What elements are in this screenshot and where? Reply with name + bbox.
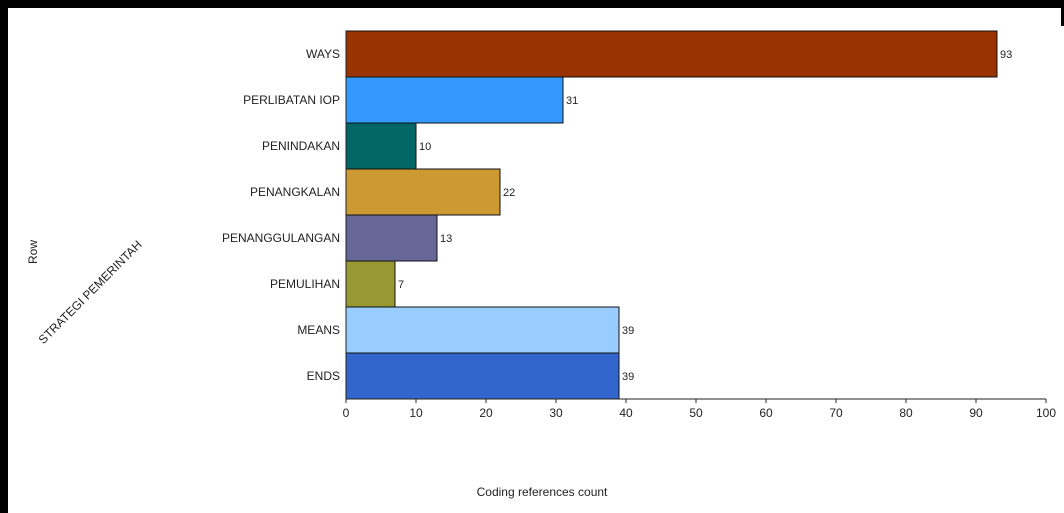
bar-ends (345, 352, 620, 400)
x-tick-label: 40 (619, 406, 633, 420)
x-tick-label: 70 (829, 406, 843, 420)
bar-pemulihan (345, 260, 396, 308)
bar-perlibatan-iop (345, 76, 564, 124)
x-tick-label: 50 (689, 406, 703, 420)
bar-penangkalan (345, 168, 501, 216)
bar-penanggulangan (345, 214, 438, 262)
y-axis-title-inner: STRATEGI PEMERINTAH (36, 238, 145, 347)
x-tick-label: 100 (1036, 406, 1056, 420)
category-label: PERLIBATAN IOP (243, 93, 340, 107)
value-label: 10 (419, 141, 431, 153)
x-tick-label: 10 (409, 406, 423, 420)
value-label: 31 (566, 95, 578, 107)
category-label: PENANGKALAN (250, 185, 340, 199)
value-label: 93 (1000, 49, 1012, 61)
value-label: 22 (503, 187, 515, 199)
bar-means (345, 306, 620, 354)
category-label: MEANS (297, 323, 340, 337)
value-label: 39 (622, 325, 634, 337)
value-label: 39 (622, 371, 634, 383)
category-label: ENDS (307, 369, 340, 383)
x-tick-label: 30 (549, 406, 563, 420)
category-label: PENINDAKAN (262, 139, 340, 153)
y-axis-title-outer: Row (26, 240, 40, 264)
x-tick-label: 90 (969, 406, 983, 420)
x-tick-label: 80 (899, 406, 913, 420)
x-tick-label: 0 (343, 406, 350, 420)
bar-penindakan (345, 122, 417, 170)
value-label: 7 (398, 279, 404, 291)
bar-ways (345, 30, 998, 78)
x-axis-title: Coding references count (477, 485, 608, 499)
x-tick-label: 60 (759, 406, 773, 420)
category-label: PEMULIHAN (270, 277, 340, 291)
value-label: 13 (440, 233, 452, 245)
x-tick-label: 20 (479, 406, 493, 420)
category-label: WAYS (306, 47, 340, 61)
category-label: PENANGGULANGAN (222, 231, 340, 245)
